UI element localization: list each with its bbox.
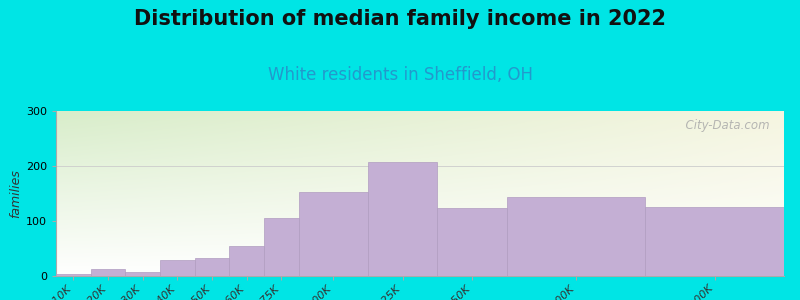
- Bar: [368, 162, 438, 276]
- Bar: [230, 246, 264, 276]
- Bar: [160, 260, 194, 276]
- Bar: [438, 208, 506, 276]
- Bar: [194, 258, 230, 276]
- Bar: [90, 269, 126, 276]
- Bar: [646, 207, 784, 276]
- Text: Distribution of median family income in 2022: Distribution of median family income in …: [134, 9, 666, 29]
- Bar: [56, 274, 90, 276]
- Bar: [506, 197, 646, 276]
- Y-axis label: families: families: [9, 169, 22, 218]
- Text: White residents in Sheffield, OH: White residents in Sheffield, OH: [267, 66, 533, 84]
- Bar: [298, 192, 368, 276]
- Bar: [126, 272, 160, 276]
- Text: City-Data.com: City-Data.com: [678, 119, 770, 132]
- Bar: [264, 218, 298, 276]
